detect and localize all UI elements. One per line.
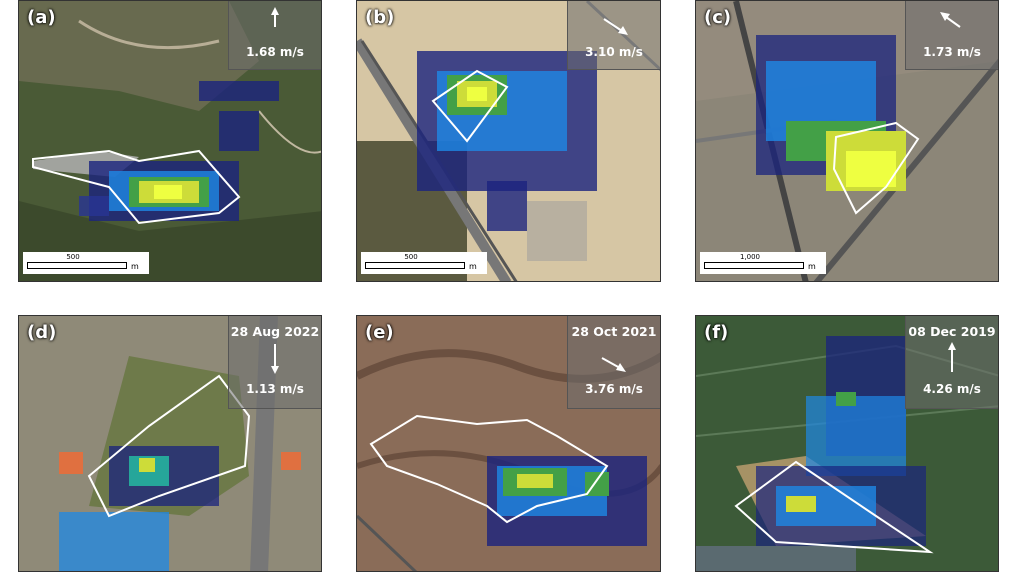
scale-value-a: 500: [66, 253, 80, 261]
satellite-image-b: [357, 1, 660, 281]
panel-label-f: (f): [704, 322, 729, 343]
methane-plume-a: [79, 81, 279, 221]
panel-d: (d) 28 Aug 2022 1.13 m/s: [18, 315, 322, 572]
facility-outline-a: [32, 149, 241, 225]
panel-label-a: (a): [27, 7, 56, 28]
facility-outline-c: [832, 121, 920, 215]
scale-value-b: 500: [404, 253, 418, 261]
scale-value-c: 1,000: [739, 253, 761, 261]
facility-outline-f: [734, 460, 934, 554]
panel-label-c: (c): [704, 7, 732, 28]
methane-plume-c: [756, 35, 906, 191]
methane-plume-e: [487, 456, 647, 546]
panel-label-e: (e): [365, 322, 394, 343]
wind-info-f: 08 Dec 2019 4.26 m/s: [905, 316, 998, 409]
scale-bar-line-c: [704, 262, 804, 269]
satellite-image-f: [696, 316, 998, 571]
wind-speed-b: 3.10 m/s: [585, 45, 643, 59]
scale-bar-b: 500 m: [361, 252, 487, 274]
panel-label-b: (b): [365, 7, 395, 28]
panel-f: (f) 08 Dec 2019 4.26 m/s: [695, 315, 999, 572]
north-arrow-icon: [271, 7, 279, 27]
wind-speed-d: 1.13 m/s: [246, 382, 304, 396]
facility-outline-b: [431, 69, 509, 143]
wind-info-b: 3.10 m/s: [567, 1, 660, 70]
wind-speed-a: 1.68 m/s: [246, 45, 304, 59]
south-east-arrow-icon: [603, 18, 628, 35]
wind-info-d: 28 Aug 2022 1.13 m/s: [228, 316, 321, 409]
date-e: 28 Oct 2021: [571, 324, 657, 339]
south-arrow-icon: [271, 344, 279, 374]
methane-plume-d: [59, 446, 219, 571]
scale-bar-line-a: [27, 262, 127, 269]
panel-c: (c) 1.73 m/s 1,000 m: [695, 0, 999, 282]
wind-info-c: 1.73 m/s: [905, 1, 998, 70]
methane-plume-f: [756, 336, 926, 546]
panel-e: (e) 28 Oct 2021 3.76 m/s: [356, 315, 661, 572]
panel-label-d: (d): [27, 322, 57, 343]
facility-outline-e: [369, 414, 609, 524]
north-arrow-icon: [948, 342, 956, 372]
wind-speed-e: 3.76 m/s: [585, 382, 643, 396]
wind-info-a: 1.68 m/s: [228, 1, 321, 70]
facility-outline-d: [87, 374, 251, 518]
date-f: 08 Dec 2019: [908, 324, 996, 339]
scale-bar-a: 500 m: [23, 252, 149, 274]
wind-info-e: 28 Oct 2021 3.76 m/s: [567, 316, 660, 409]
wind-speed-c: 1.73 m/s: [923, 45, 981, 59]
panel-a: (a) 1.68 m/s 500 m: [18, 0, 322, 282]
date-d: 28 Aug 2022: [230, 324, 320, 339]
scale-unit-c: m: [808, 262, 816, 271]
scale-unit-b: m: [469, 262, 477, 271]
satellite-image-e: [357, 316, 660, 571]
wind-speed-f: 4.26 m/s: [923, 382, 981, 396]
south-east-arrow-icon: [601, 357, 626, 372]
scale-unit-a: m: [131, 262, 139, 271]
panel-b: (b) 3.10 m/s 500 m: [356, 0, 661, 282]
scale-bar-c: 1,000 m: [700, 252, 826, 274]
scale-bar-line-b: [365, 262, 465, 269]
north-west-arrow-icon: [940, 12, 961, 28]
